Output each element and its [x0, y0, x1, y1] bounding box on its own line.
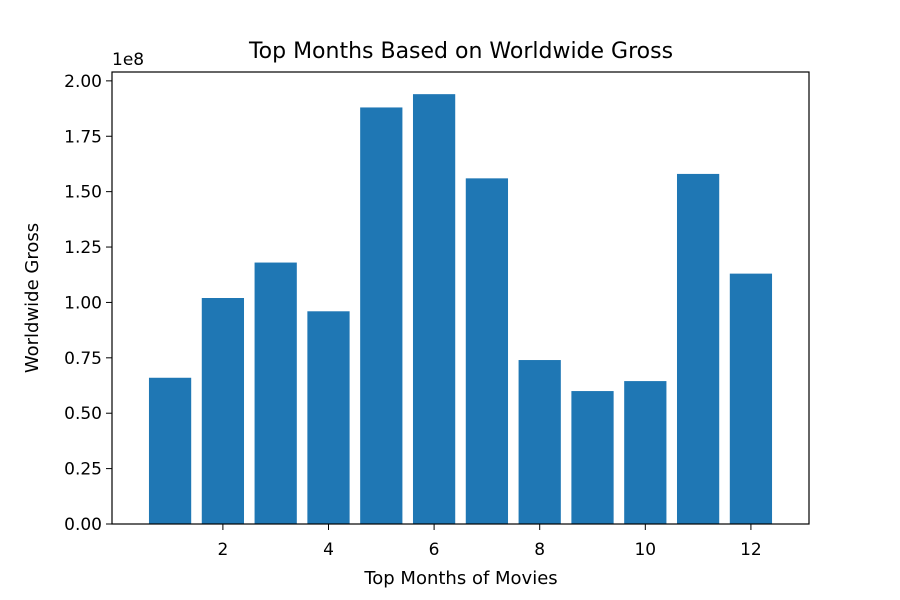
x-tick-label: 6: [429, 540, 440, 560]
x-tick-label: 10: [634, 540, 656, 560]
x-tick-label: 4: [323, 540, 334, 560]
y-tick-label: 0.75: [64, 349, 102, 369]
y-tick-label: 0.00: [64, 515, 102, 535]
x-axis-ticks: 2 4 6 8 10 12: [217, 524, 762, 560]
x-tick-label: 2: [217, 540, 228, 560]
bar-month-4: [307, 311, 350, 524]
x-tick-label: 8: [534, 540, 545, 560]
bar-month-1: [148, 377, 192, 524]
bar-month-3: [254, 262, 297, 524]
bar-month-9: [571, 391, 614, 524]
bar-month-12: [729, 273, 773, 524]
bars-group: [148, 94, 773, 525]
bar-month-7: [465, 178, 509, 524]
x-axis-label: Top Months of Movies: [363, 568, 557, 589]
bar-month-8: [518, 360, 561, 524]
bar-month-2: [201, 298, 245, 524]
y-axis-offset-label: 1e8: [112, 50, 144, 70]
x-tick-label: 12: [740, 540, 762, 560]
y-tick-label: 1.25: [64, 238, 102, 258]
y-axis-label: Worldwide Gross: [22, 223, 43, 373]
bar-month-6: [412, 94, 456, 524]
y-tick-label: 1.75: [64, 127, 102, 147]
y-axis-ticks: 0.00 0.25 0.50 0.75 1.00 1.25 1.50 1.75 2.00: [64, 72, 112, 535]
chart-title: Top Months Based on Worldwide Gross: [248, 39, 673, 64]
y-tick-label: 2.00: [64, 72, 102, 92]
plot-frame: [111, 71, 810, 525]
bar-month-5: [360, 107, 403, 524]
y-tick-label: 1.00: [64, 293, 102, 313]
y-tick-label: 0.50: [64, 404, 102, 424]
y-tick-label: 0.25: [64, 460, 102, 480]
y-tick-label: 1.50: [64, 183, 102, 203]
bar-month-10: [624, 381, 667, 524]
bar-month-11: [676, 173, 720, 525]
